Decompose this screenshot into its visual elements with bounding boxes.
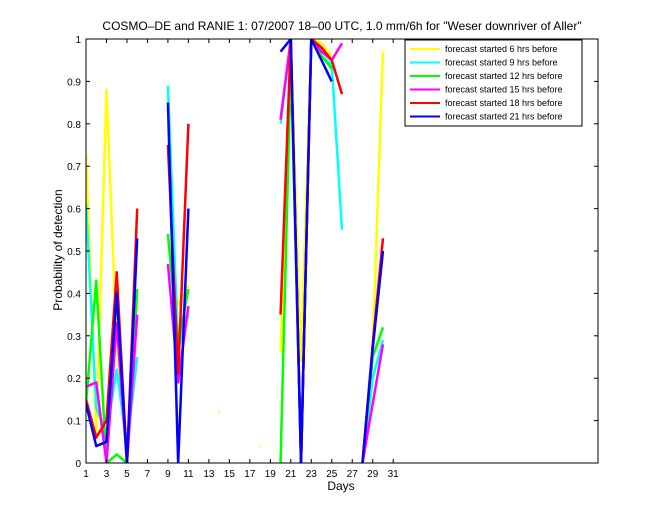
series-line: [361, 344, 385, 463]
series-line: [86, 238, 139, 463]
series-line: [166, 263, 190, 384]
x-tick-label: 9: [165, 469, 171, 480]
x-tick-label: 21: [285, 469, 297, 480]
legend-label: forecast started 9 hrs before: [445, 58, 558, 68]
data-point: [218, 411, 221, 414]
legend-box: [404, 39, 583, 127]
series-6: [86, 39, 385, 463]
x-tick-label: 11: [183, 469, 194, 480]
legend-label: forecast started 6 hrs before: [445, 44, 558, 54]
x-tick-label: 15: [224, 469, 236, 480]
series-line: [166, 102, 190, 463]
y-tick-label: 0.3: [67, 332, 81, 343]
y-tick-label: 0.5: [67, 247, 81, 258]
y-tick-label: 0.4: [67, 289, 81, 300]
x-tick-label: 23: [306, 469, 318, 480]
legend-label: forecast started 18 hrs before: [445, 98, 563, 108]
x-tick-label: 17: [244, 469, 256, 480]
legend: forecast started 6 hrs before forecast st…: [404, 39, 583, 127]
x-tick-label: 3: [104, 469, 110, 480]
x-tick-label: 27: [347, 469, 359, 480]
y-tick-label: 0.2: [67, 374, 81, 385]
y-tick-label: 0.6: [67, 205, 81, 216]
x-tick-label: 31: [388, 469, 400, 480]
x-tick-label: 29: [367, 469, 379, 480]
series-layer: [86, 39, 385, 463]
y-tick-label: 0.9: [67, 77, 81, 88]
y-tick-label: 0.1: [67, 417, 81, 428]
x-axis: 1 3 5 7 9 11 13 15 17 19 21 23 25 27 29 31: [83, 39, 399, 480]
x-axis-label: Days: [327, 479, 354, 493]
chart-title: COSMO–DE and RANIE 1: 07/2007 18–00 UTC,…: [102, 19, 581, 33]
y-tick-label: 0: [75, 459, 81, 470]
series-line: [279, 39, 333, 463]
y-tick-label: 1: [75, 35, 81, 46]
y-tick-label: 0.8: [67, 120, 81, 131]
legend-label: forecast started 15 hrs before: [445, 85, 563, 95]
y-tick-label: 0.7: [67, 162, 81, 173]
x-tick-label: 1: [83, 469, 89, 480]
y-axis-label: Probability of detection: [51, 189, 65, 310]
y-axis: 0 0.1 0.2 0.3 0.4 0.5 0.6 0.7 0.8 0.9 1: [67, 35, 598, 470]
series-line: [279, 39, 344, 463]
legend-label: forecast started 12 hrs before: [445, 71, 563, 81]
x-tick-label: 25: [326, 469, 338, 480]
data-point: [259, 445, 262, 448]
x-tick-label: 13: [203, 469, 215, 480]
series-line: [361, 250, 385, 463]
x-tick-label: 7: [145, 469, 151, 480]
x-tick-label: 19: [265, 469, 277, 480]
x-tick-label: 5: [124, 469, 130, 480]
legend-label: forecast started 21 hrs before: [445, 112, 563, 122]
